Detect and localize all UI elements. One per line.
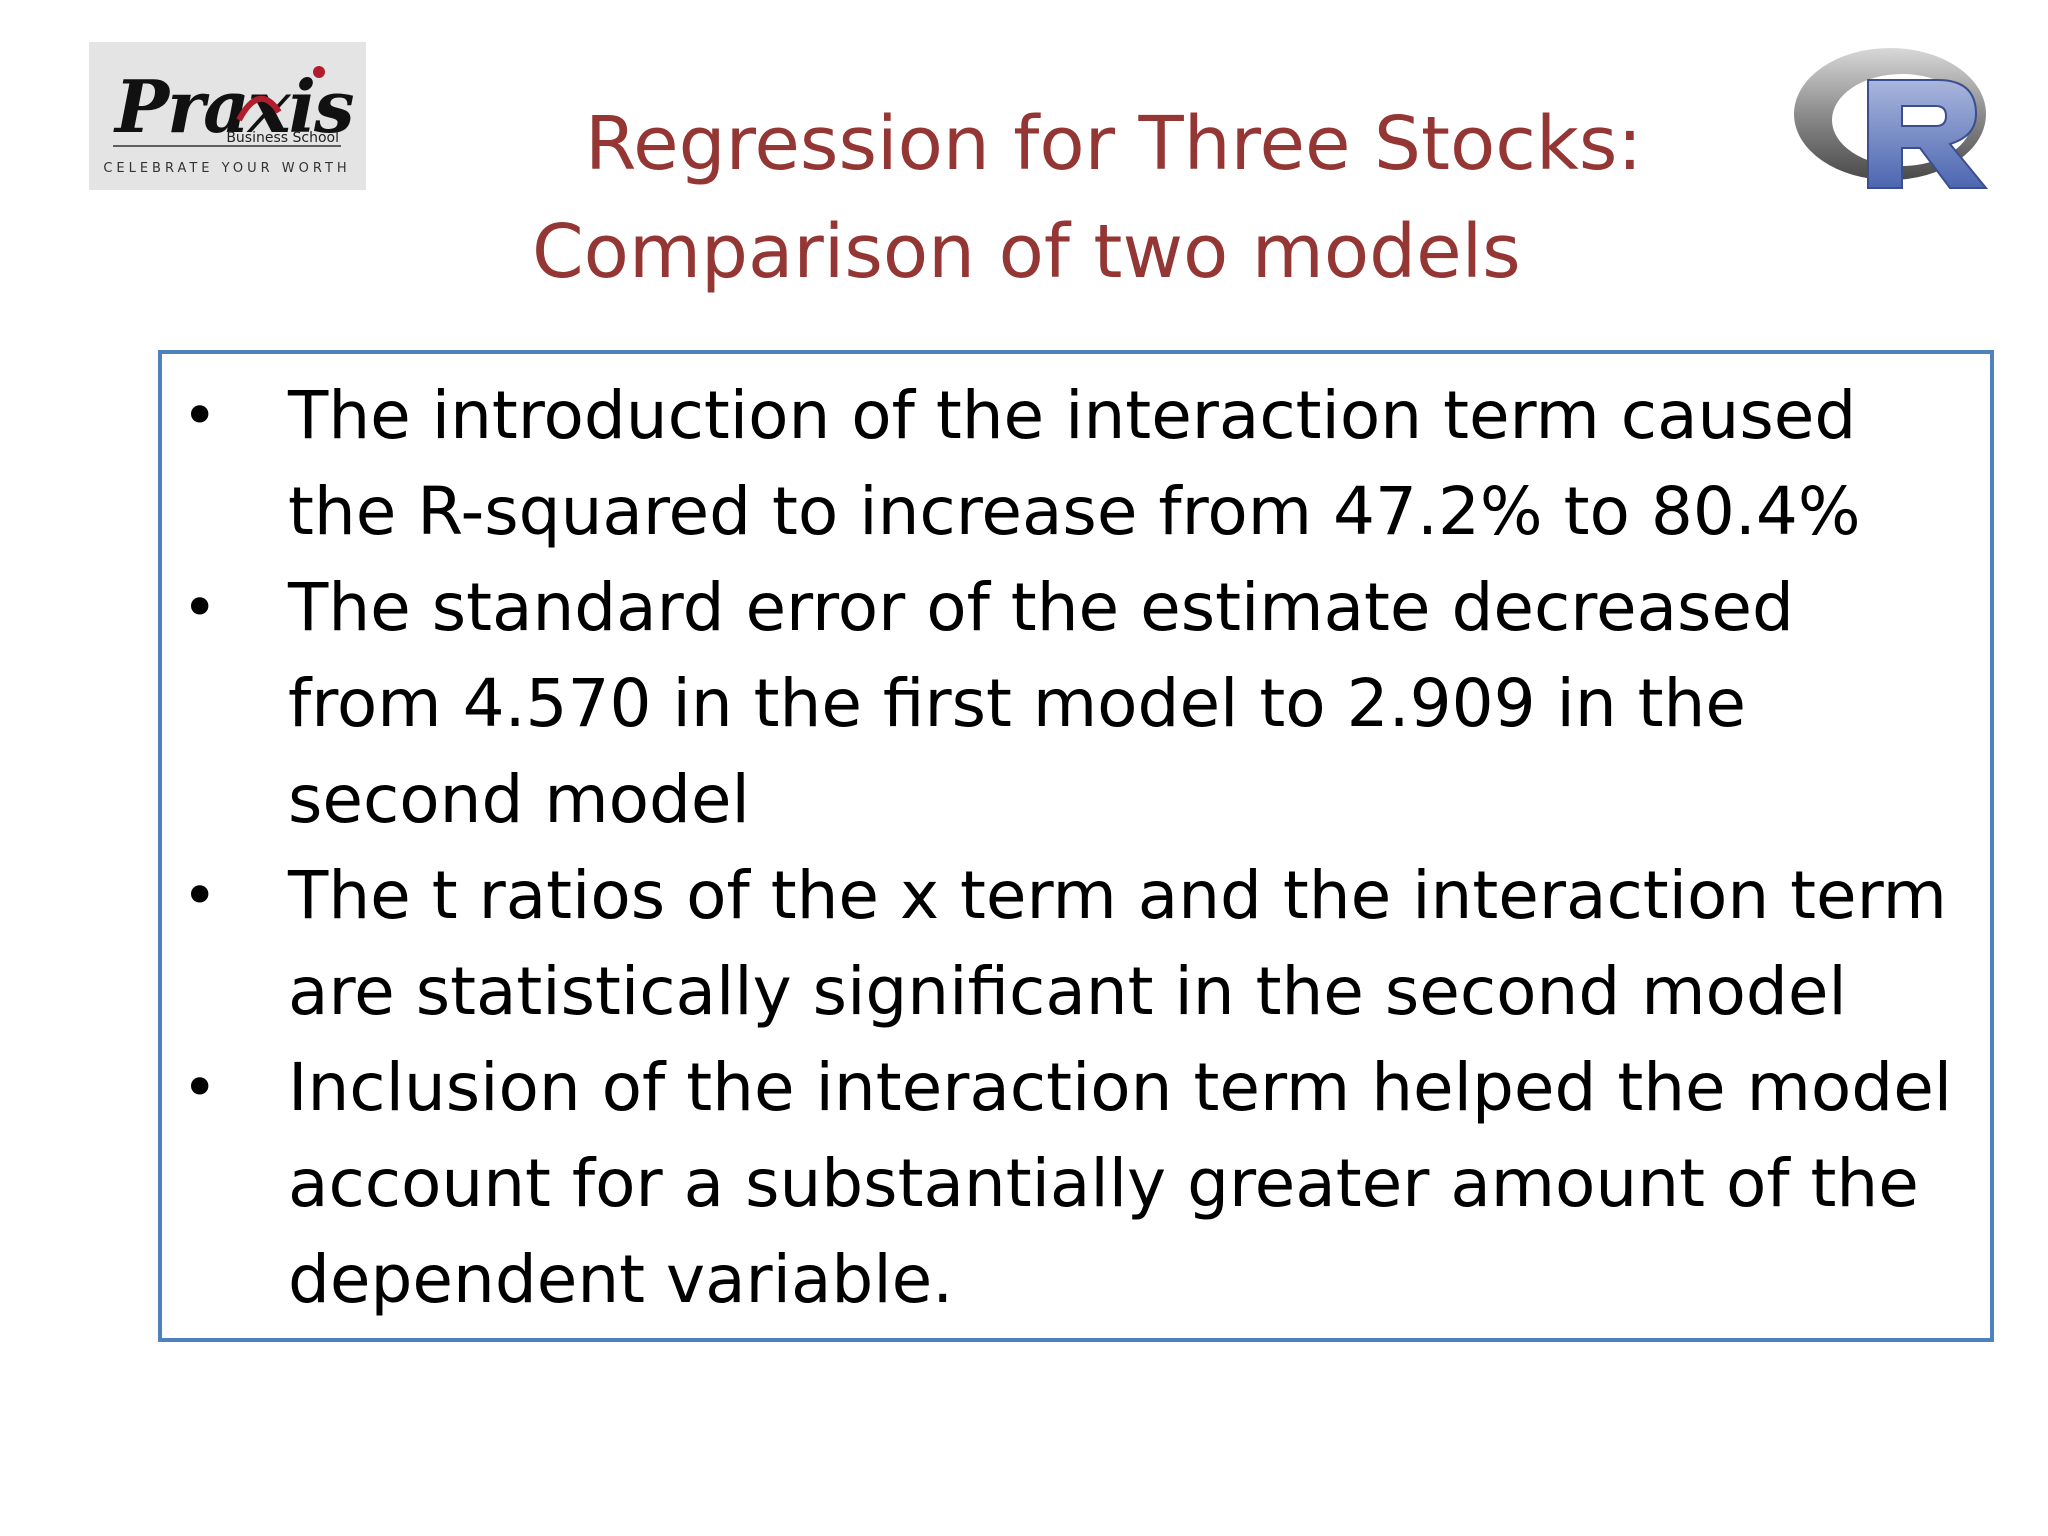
bullet-item: • The introduction of the interaction te…: [162, 368, 1960, 560]
svg-text:Business School: Business School: [226, 130, 339, 146]
content-box: • The introduction of the interaction te…: [158, 350, 1994, 1342]
svg-text:CELEBRATE YOUR WORTH: CELEBRATE YOUR WORTH: [103, 161, 350, 176]
slide-title-line2: Comparison of two models: [532, 209, 1521, 295]
bullet-marker: •: [182, 573, 218, 643]
slide-title-line1: Regression for Three Stocks:: [585, 101, 1643, 187]
slide-title: Regression for Three Stocks: Comparison …: [0, 90, 2048, 306]
bullet-text: The t ratios of the x term and the inter…: [288, 857, 1947, 1030]
bullet-marker: •: [182, 861, 218, 931]
svg-text:Praxis: Praxis: [113, 64, 354, 149]
bullet-item: • Inclusion of the interaction term help…: [162, 1040, 1960, 1328]
bullet-text: The standard error of the estimate decre…: [288, 569, 1794, 838]
bullet-item: • The standard error of the estimate dec…: [162, 560, 1960, 848]
bullet-text: The introduction of the interaction term…: [288, 377, 1861, 550]
r-logo: [1790, 36, 2005, 201]
bullet-list: • The introduction of the interaction te…: [162, 354, 1990, 1328]
bullet-text: Inclusion of the interaction term helped…: [288, 1049, 1953, 1318]
bullet-item: • The t ratios of the x term and the int…: [162, 848, 1960, 1040]
bullet-marker: •: [182, 1053, 218, 1123]
bullet-marker: •: [182, 381, 218, 451]
praxis-logo: Praxis Business School CELEBRATE YOUR WO…: [89, 42, 366, 190]
